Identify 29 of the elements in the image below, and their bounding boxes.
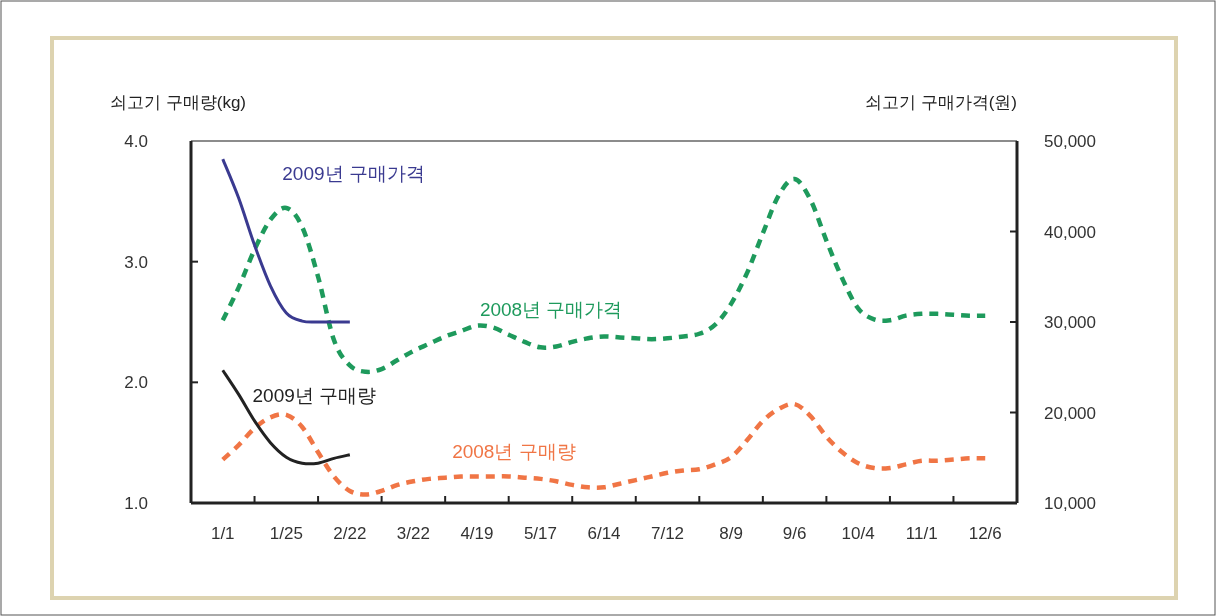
x-tick-label: 6/14 [587,524,621,543]
y2-tick-label: 30,000 [1044,313,1096,332]
y-tick-label: 1.0 [124,494,148,513]
x-tick-label: 8/9 [719,524,743,543]
x-tick-label: 3/22 [396,524,430,543]
y-tick-label: 4.0 [124,132,148,151]
x-tick-label: 5/17 [523,524,558,543]
series-label: 2008년 구매량 [452,440,576,462]
y2-tick-label: 50,000 [1044,132,1096,151]
y2-tick-label: 10,000 [1044,494,1096,513]
text: 2009년 구매가격 [282,162,425,184]
y-tick-label: 2.0 [124,373,148,393]
x-tick-label: 2/22 [333,524,367,543]
x-tick-label: 12/6 [968,524,1002,543]
y2-tick-label: 20,000 [1044,403,1096,423]
x-tick-label: 4/19 [460,524,494,543]
y2-tick-label: 40,000 [1044,222,1096,242]
series-label: 2008년 구매가격 [479,298,623,320]
x-tick-label: 9/6 [782,524,807,543]
y2-axis-title: 쇠고기 구매가격(원) [864,93,1017,112]
x-tick-label: 7/12 [650,524,685,543]
x-tick-label: 1/1 [210,524,235,543]
x-tick-label: 10/4 [841,524,875,543]
x-tick-label: 11/1 [905,524,938,543]
y-tick-label: 3.0 [124,252,148,272]
line-series [221,157,352,324]
x-tick-label: 1/25 [269,524,303,543]
y-axis-title: 쇠고기 구매량(kg) [110,93,246,112]
series-label: 2009년 구매량 [252,384,377,406]
